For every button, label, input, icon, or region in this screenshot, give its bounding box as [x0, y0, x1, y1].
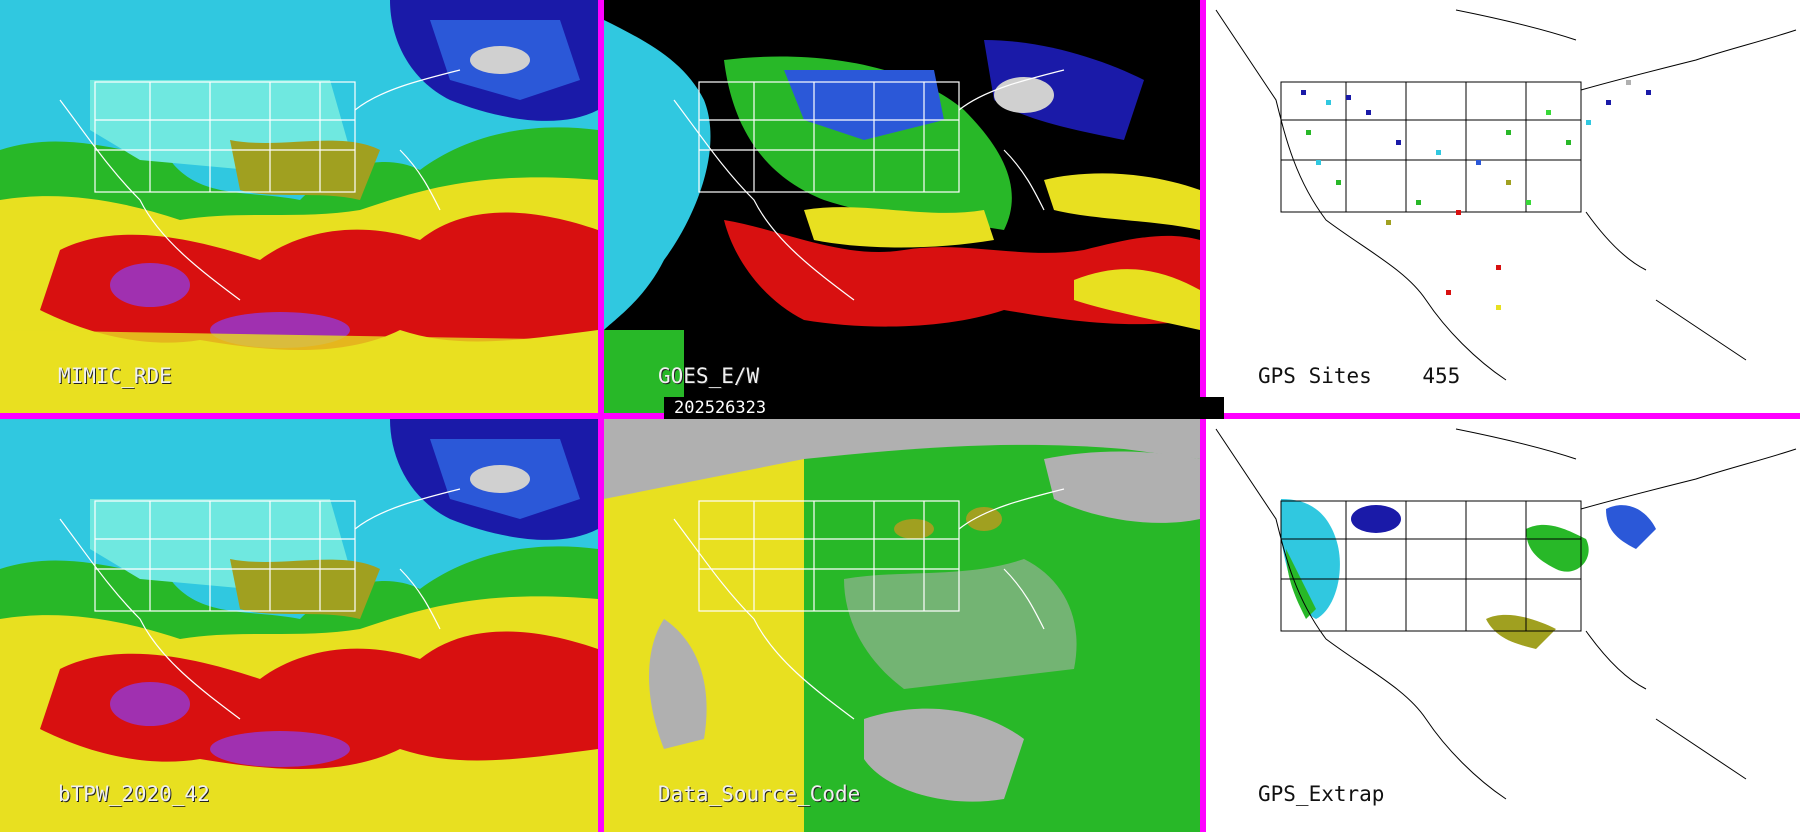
timestamp: 202526323 [674, 398, 767, 418]
panel-gps-sites: GPS Sites 455 [1206, 0, 1800, 413]
panel-label: MIMIC_RDE [58, 364, 172, 388]
panel-data-source-code: Data_Source_Code [604, 419, 1200, 832]
panel-goes-ew: GOES_E/W [604, 0, 1200, 413]
panel-gps-extrap: GPS_Extrap [1206, 419, 1800, 832]
panel-btpw: bTPW_2020_42 [0, 419, 598, 832]
tpw-field-map [0, 419, 598, 832]
gps-extrap-map [1206, 419, 1800, 832]
data-source-map [604, 419, 1200, 832]
panel-label: bTPW_2020_42 [58, 782, 210, 806]
panel-label: GOES_E/W [658, 364, 760, 388]
panel-label: Data_Source_Code [658, 782, 861, 806]
panel-label: GPS Sites 455 [1258, 364, 1461, 388]
panel-mimic-rde: MIMIC_RDE [0, 0, 598, 413]
goes-field-map [604, 0, 1200, 413]
panel-label: GPS_Extrap [1258, 782, 1385, 806]
timestamp-bar: 202526323 [664, 397, 1224, 419]
tpw-field-map [0, 0, 598, 413]
gps-sites-map [1206, 0, 1800, 413]
